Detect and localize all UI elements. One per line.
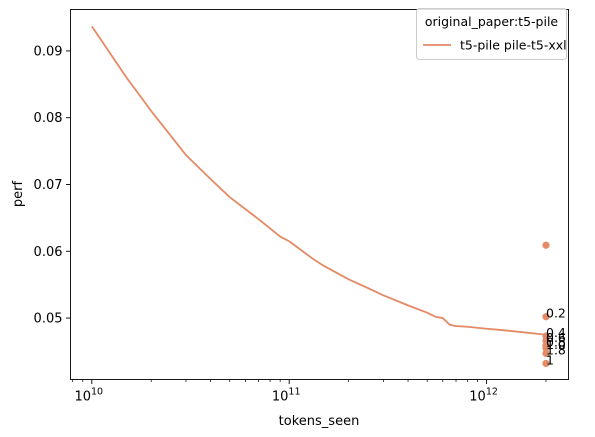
series-line-0 <box>91 25 547 336</box>
y-tick-label-0: 0.05 <box>34 312 63 327</box>
series-layer <box>91 25 547 336</box>
x-tick-label-2: 1012 <box>469 387 498 405</box>
y-tick-label-2: 0.07 <box>34 178 63 193</box>
x-axis-label: tokens_seen <box>279 414 360 429</box>
scatter-point-7 <box>542 359 550 368</box>
scatter-layer <box>542 241 550 368</box>
plot-frame <box>70 9 569 380</box>
point-label-5: 1.0 <box>546 337 566 352</box>
legend-box <box>416 8 567 60</box>
y-axis-label: perf <box>11 180 26 207</box>
x-tick-label-1: 1011 <box>272 387 301 405</box>
legend-title: original_paper:t5-pile <box>425 14 559 29</box>
point-label-4: 0.8 <box>546 334 566 349</box>
scatter-point-1 <box>542 313 550 321</box>
scatter-point-5 <box>542 344 550 352</box>
point-label-1: 0.2 <box>546 306 566 321</box>
scatter-point-6 <box>542 349 550 358</box>
scatter-point-0 <box>542 241 550 249</box>
y-tick-label-1: 0.06 <box>34 245 63 260</box>
point-label-7: 1 <box>546 352 554 367</box>
legend-entry-label: t5-pile pile-t5-xxl <box>460 38 567 53</box>
y-tick-label-4: 0.09 <box>34 44 63 59</box>
point-label-3: 0.6 <box>546 330 566 345</box>
point-label-6: 1.8 <box>546 342 566 357</box>
x-axis: 1010 1011 1012 <box>72 379 547 405</box>
point-label-2: 0.4 <box>546 325 566 340</box>
x-tick-label-0: 1010 <box>74 387 103 405</box>
legend: original_paper:t5-pile t5-pile pile-t5-x… <box>416 8 567 60</box>
y-tick-label-3: 0.08 <box>34 111 63 126</box>
annotation-layer: 0.2 0.40.60.81.01.81 <box>546 306 566 368</box>
y-axis: 0.05 0.06 0.07 0.08 0.09 <box>34 44 71 327</box>
